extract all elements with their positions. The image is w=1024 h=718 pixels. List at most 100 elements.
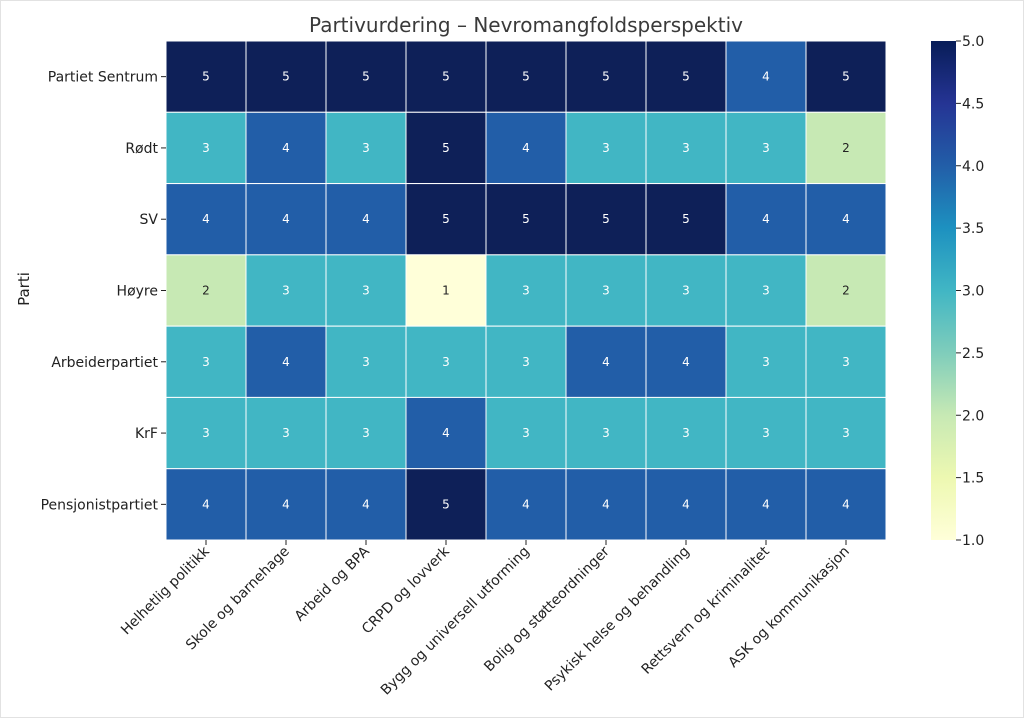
cell-value-label: 4 [602,355,610,369]
heatmap-cell [165,396,247,470]
heatmap-cell [725,254,807,327]
cell-value-label: 3 [362,284,370,298]
cell-value-label: 4 [282,355,290,369]
cell-value-label: 3 [762,284,770,298]
cell-value-label: 4 [842,212,850,226]
chart-title: Partivurdering – Nevromangfoldsperspekti… [309,13,743,37]
heatmap-cell [645,111,727,185]
y-tick-label: Høyre [117,284,158,300]
cell-value-label: 5 [522,212,530,226]
heatmap-cell [645,325,727,398]
cell-value-label: 4 [202,497,210,511]
x-tick-label: Rettsvern og kriminalitet [639,543,774,678]
cell-value-label: 3 [362,355,370,369]
cell-value-label: 5 [682,70,690,84]
cell-value-label: 4 [442,426,450,440]
heatmap-cell [325,396,407,470]
y-tick-label: Rødt [125,141,158,157]
colorbar-tick-label: 2.5 [962,346,984,362]
cell-value-label: 3 [682,426,690,440]
cell-value-label: 3 [842,355,850,369]
cell-value-label: 3 [602,426,610,440]
heatmap-cell [165,183,247,256]
colorbar-tick-label: 2.0 [962,408,984,424]
cell-value-label: 4 [762,497,770,511]
cell-value-label: 4 [362,212,370,226]
heatmap-cell [165,254,247,327]
cell-value-label: 4 [522,497,530,511]
cell-value-label: 5 [282,70,290,84]
cell-value-label: 3 [282,426,290,440]
cell-value-label: 3 [282,284,290,298]
heatmap-cell [565,40,647,113]
x-tick-label: Psykisk helse og behandling [542,544,693,695]
colorbar-tick-label: 4.5 [962,96,984,112]
cell-value-label: 5 [442,70,450,84]
cell-value-label: 2 [842,141,850,155]
heatmap-cell [805,396,887,470]
cell-value-label: 5 [842,70,850,84]
heatmap-cell [405,396,487,470]
cell-value-label: 5 [522,70,530,84]
cell-value-label: 5 [682,212,690,226]
cell-value-label: 5 [442,212,450,226]
heatmap-cell [405,325,487,398]
x-tick-label: Arbeid og BPA [292,543,373,624]
cell-value-label: 1 [442,284,450,298]
cell-value-label: 5 [442,497,450,511]
cell-value-label: 3 [762,141,770,155]
cell-value-label: 5 [442,141,450,155]
y-axis-title: Parti [15,272,33,306]
cell-value-label: 4 [682,497,690,511]
cell-value-label: 5 [362,70,370,84]
colorbar [931,41,956,540]
colorbar-tick-label: 3.5 [962,221,984,237]
x-tick-label: Helhetlig politikk [118,543,213,638]
heatmap-cell [485,396,567,470]
heatmap-cell [405,254,487,327]
heatmap-cell [485,111,567,185]
heatmap-cell [165,325,247,398]
heatmap-cell [485,468,567,541]
heatmap-cell [485,183,567,256]
cell-value-label: 4 [362,497,370,511]
cell-value-label: 3 [442,355,450,369]
heatmap-cell [645,183,727,256]
heatmap-cell [165,111,247,185]
colorbar-tick-label: 1.0 [962,533,984,549]
heatmap-cell [725,111,807,185]
cell-value-label: 2 [202,284,210,298]
cell-value-label: 4 [842,497,850,511]
x-tick-label: CRPD og lovverk [359,543,453,637]
cell-value-label: 3 [682,284,690,298]
cell-value-label: 4 [762,70,770,84]
heatmap-cell [165,468,247,541]
colorbar-ticks: 1.0 1.5 2.0 2.5 3.0 3.5 4.0 4.5 5.0 [956,34,984,549]
y-tick-label: SV [140,212,159,228]
cell-value-label: 4 [602,497,610,511]
colorbar-tick-label: 5.0 [962,34,984,50]
heatmap-cell [245,254,327,327]
cell-value-label: 3 [682,141,690,155]
colorbar-tick-label: 3.0 [962,284,984,300]
cell-value-label: 5 [202,70,210,84]
colorbar-tick-label: 1.5 [962,471,984,487]
cell-value-label: 5 [602,212,610,226]
heatmap-cell [565,325,647,398]
heatmap-cell [245,468,327,541]
cell-value-label: 3 [522,284,530,298]
heatmap-cell [325,40,407,113]
heatmap-cells: 5 5 5 5 5 5 5 4 5 3 4 3 5 4 3 3 3 2 4 4 4 5 5 5 5 4 4 2 3 3 1 3 3 3 3 2 3 4 3 3… [165,40,887,541]
heatmap-cell [805,254,887,327]
y-tick-labels: Partiet Sentrum Rødt SV Høyre Arbeiderpartie… [41,70,166,513]
cell-value-label: 3 [842,426,850,440]
heatmap-cell [405,111,487,185]
cell-value-label: 3 [762,355,770,369]
cell-value-label: 3 [362,426,370,440]
cell-value-label: 3 [602,284,610,298]
heatmap-cell [325,183,407,256]
heatmap-cell [245,325,327,398]
cell-value-label: 4 [202,212,210,226]
